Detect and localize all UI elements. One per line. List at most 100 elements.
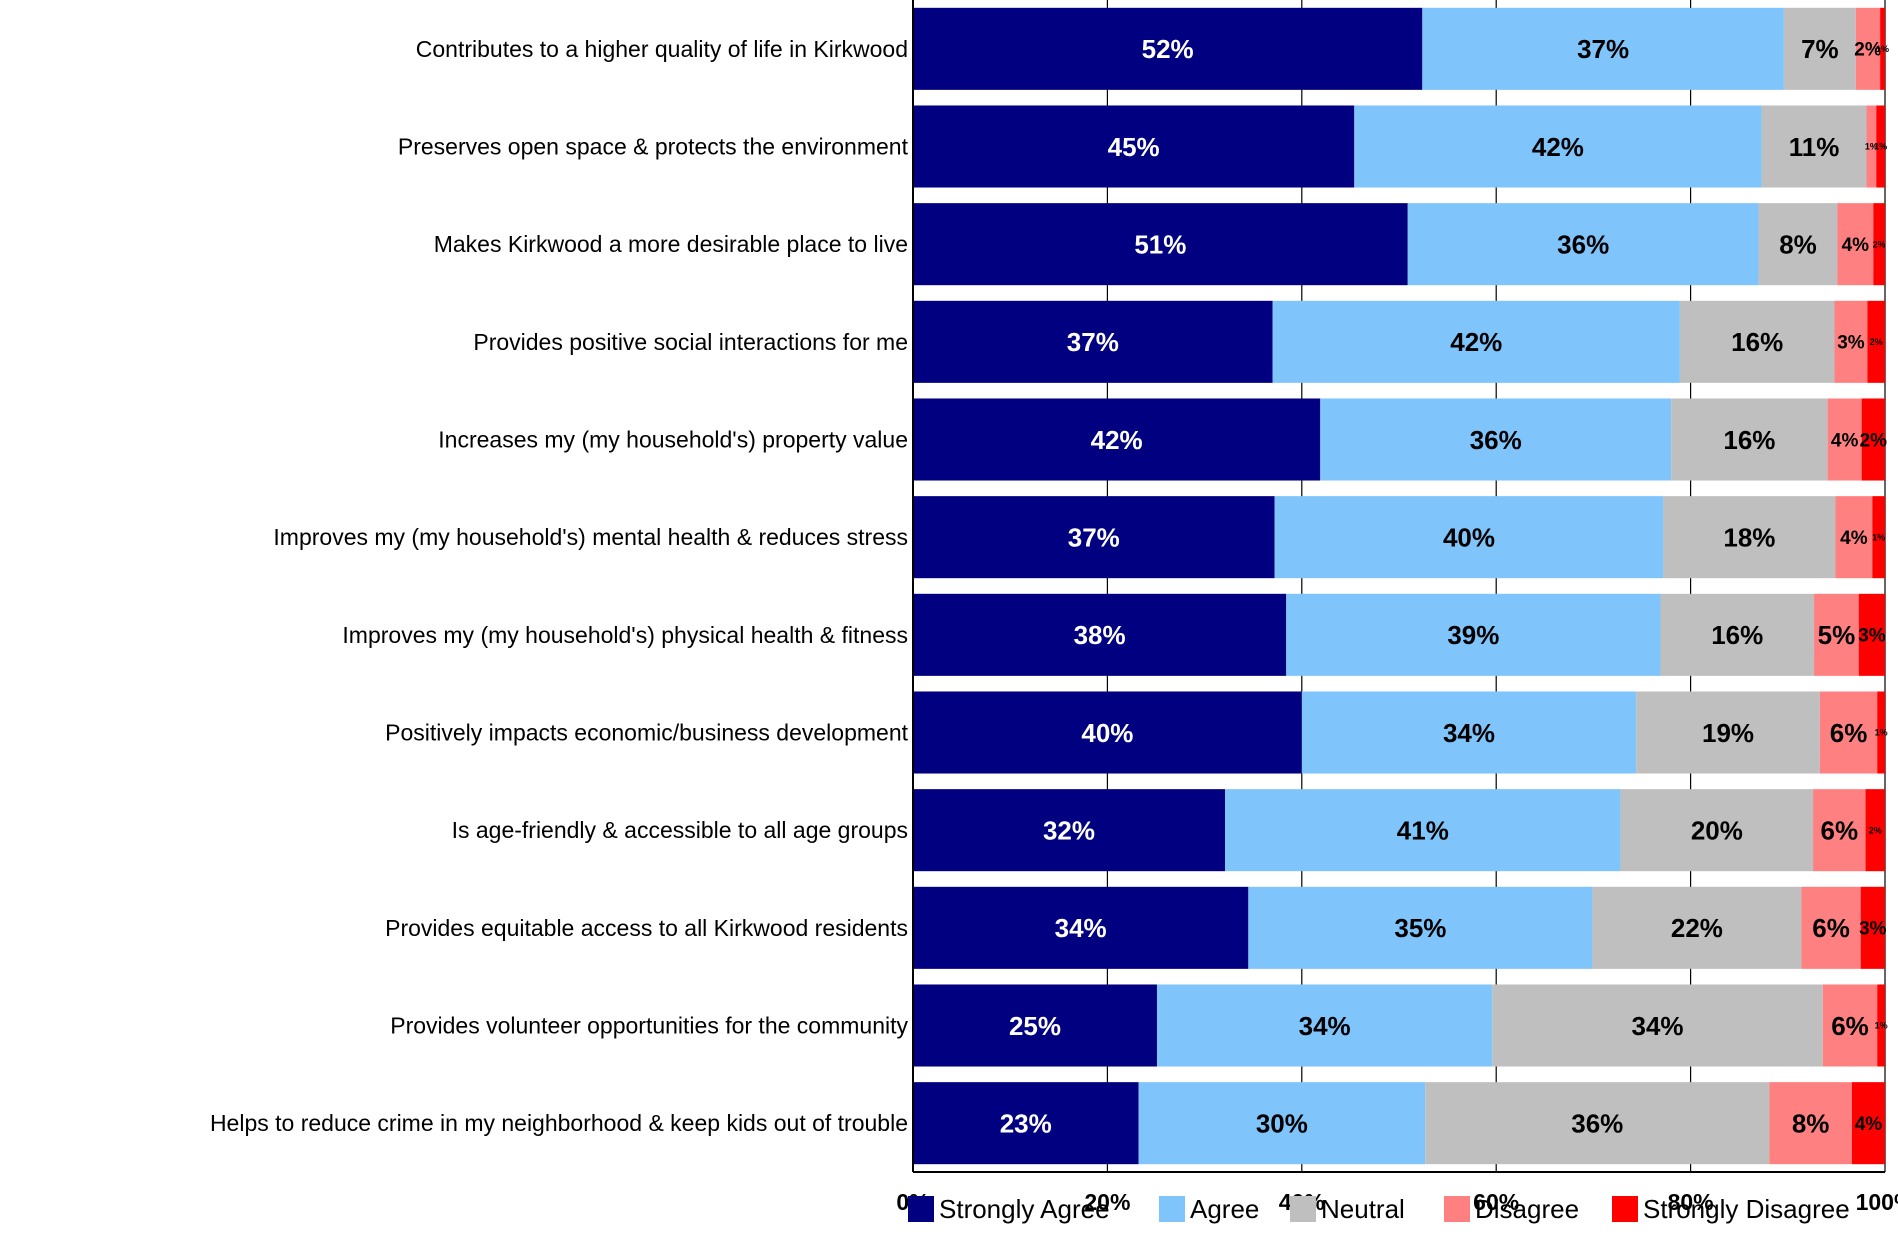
bar-segment	[1761, 105, 1867, 188]
x-tick-label: 100%	[1856, 1189, 1898, 1215]
x-tick-label: 20%	[1084, 1189, 1130, 1215]
data-label: 42%	[1091, 425, 1143, 455]
bar-segment	[1834, 300, 1868, 383]
bar-segment	[1855, 7, 1881, 90]
bar-segment	[1636, 691, 1820, 774]
bar-segment	[913, 105, 1355, 188]
data-label: 34%	[1443, 718, 1495, 748]
bar-segment	[1660, 593, 1815, 676]
data-label: 1%	[1865, 142, 1878, 152]
data-label: 18%	[1723, 523, 1775, 553]
data-label: 4%	[1840, 528, 1868, 549]
data-label: 25%	[1009, 1011, 1061, 1041]
data-label: 1%	[1875, 728, 1888, 738]
x-tick-label: 80%	[1668, 1189, 1714, 1215]
category-label: Contributes to a higher quality of life …	[416, 36, 908, 62]
bar-segment	[1671, 398, 1828, 481]
bar-segment	[1861, 398, 1885, 481]
bar-segment	[1492, 984, 1823, 1067]
data-label: 36%	[1571, 1109, 1623, 1139]
category-labels: Contributes to a higher quality of life …	[210, 36, 909, 1136]
bar-segment	[913, 7, 1423, 90]
category-label: Preserves open space & protects the envi…	[398, 134, 909, 160]
data-label: 6%	[1812, 913, 1850, 943]
data-label: 36%	[1557, 230, 1609, 260]
legend-swatch	[1290, 1196, 1316, 1222]
category-label: Increases my (my household's) property v…	[438, 427, 908, 453]
category-label: Provides positive social interactions fo…	[473, 329, 908, 355]
data-label: 42%	[1532, 132, 1584, 162]
data-label: 42%	[1450, 327, 1502, 357]
bar-segment	[1851, 1082, 1885, 1165]
data-label: 6%	[1830, 718, 1868, 748]
data-label: 32%	[1043, 816, 1095, 846]
data-label: 3%	[1837, 333, 1865, 354]
legend-label: Agree	[1190, 1194, 1259, 1224]
category-label: Improves my (my household's) physical he…	[342, 622, 908, 648]
data-label: 45%	[1108, 132, 1160, 162]
bar-segment	[913, 300, 1273, 383]
bar-segment	[1272, 300, 1680, 383]
bar-segment	[1620, 789, 1814, 872]
bar-segment	[1877, 691, 1885, 774]
data-label: 3%	[1858, 626, 1886, 647]
bar-segment	[1880, 7, 1885, 90]
bar-segment	[1877, 984, 1885, 1067]
data-label: 41%	[1397, 816, 1449, 846]
data-label: 38%	[1074, 620, 1126, 650]
data-label: 23%	[1000, 1109, 1052, 1139]
legend-swatch	[1612, 1196, 1638, 1222]
bar-segment	[913, 203, 1408, 286]
category-label: Helps to reduce crime in my neighborhood…	[210, 1110, 908, 1136]
bar-segment	[1801, 886, 1861, 969]
data-label: 34%	[1299, 1011, 1351, 1041]
data-label: 40%	[1443, 523, 1495, 553]
data-label: 52%	[1142, 34, 1194, 64]
axes	[912, 0, 1885, 1173]
bar-segment	[1354, 105, 1762, 188]
bar-segment	[1813, 789, 1866, 872]
bar-segment	[1758, 203, 1838, 286]
bar-segment	[1858, 593, 1885, 676]
data-label: 2%	[1873, 239, 1886, 249]
bar-segment	[1301, 691, 1637, 774]
data-label: 34%	[1055, 913, 1107, 943]
data-label: 2%	[1854, 40, 1882, 61]
bar-segment	[1407, 203, 1759, 286]
legend-label: Strongly Agree	[939, 1194, 1110, 1224]
bar-segment	[1592, 886, 1802, 969]
bar-segment	[1769, 1082, 1852, 1165]
data-label: 2%	[1860, 430, 1888, 451]
legend-label: Disagree	[1475, 1194, 1579, 1224]
bar-segment	[1422, 7, 1784, 90]
data-label: 40%	[1081, 718, 1133, 748]
data-label: 3%	[1859, 919, 1887, 940]
bar-segment	[1425, 1082, 1770, 1165]
data-label: 37%	[1067, 327, 1119, 357]
category-label: Positively impacts economic/business dev…	[385, 720, 908, 746]
data-label: 37%	[1577, 34, 1629, 64]
bar-segment	[1827, 398, 1862, 481]
bar-segment	[1865, 789, 1885, 872]
bar-segment	[1248, 886, 1593, 969]
category-label: Is age-friendly & accessible to all age …	[452, 817, 908, 843]
x-tick-labels: 0%20%40%60%80%100%	[896, 1189, 1898, 1215]
data-label: 34%	[1632, 1011, 1684, 1041]
bar-segment	[1876, 105, 1885, 188]
bar-segment	[1320, 398, 1672, 481]
data-label: 37%	[1068, 523, 1120, 553]
data-label: 1%	[1876, 44, 1889, 54]
bar-segment	[1138, 1082, 1426, 1165]
data-label: 1%	[1872, 532, 1885, 542]
bar-segment	[913, 593, 1287, 676]
bar-segment	[913, 886, 1249, 969]
bar-segment	[1872, 496, 1885, 579]
bar-segment	[913, 398, 1321, 481]
data-label: 35%	[1394, 913, 1446, 943]
bar-segment	[1679, 300, 1835, 383]
x-tick-label: 60%	[1473, 1189, 1519, 1215]
data-label: 6%	[1821, 816, 1859, 846]
bar-segment	[913, 1082, 1139, 1165]
legend-swatch	[1159, 1196, 1185, 1222]
